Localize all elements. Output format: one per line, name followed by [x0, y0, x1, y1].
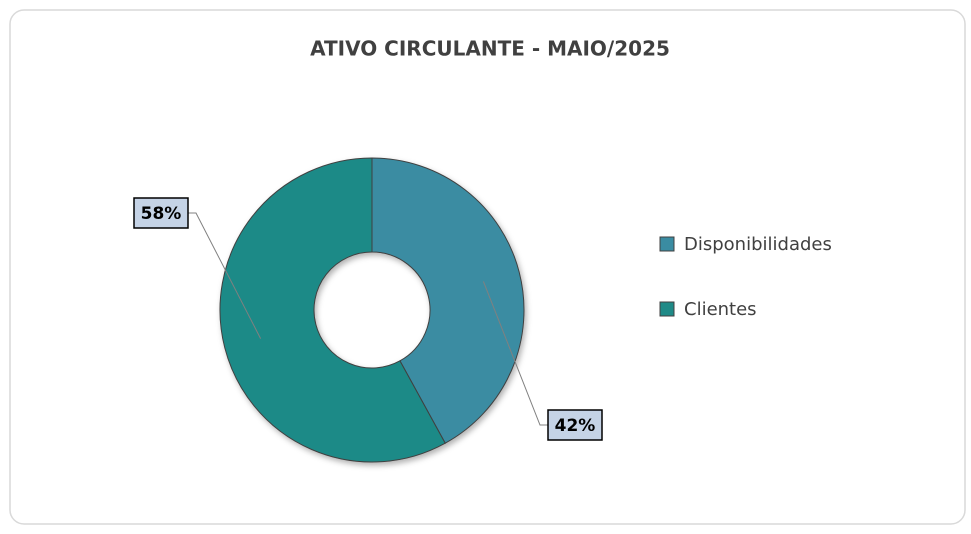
legend-swatch	[659, 301, 675, 317]
data-label-box	[133, 197, 189, 229]
chart-title: ATIVO CIRCULANTE - MAIO/2025	[310, 37, 670, 61]
donut-slice	[371, 157, 525, 444]
data-label: 58%	[141, 204, 182, 224]
legend-label: Disponibilidades	[684, 234, 832, 255]
donut	[219, 157, 525, 463]
data-label-box	[547, 409, 603, 441]
data-label: 42%	[555, 416, 596, 436]
leader-line	[482, 281, 548, 426]
donut-slice	[219, 157, 446, 463]
legend-swatch	[659, 236, 675, 252]
legend-label: Clientes	[684, 299, 757, 320]
leader-line	[188, 212, 262, 339]
